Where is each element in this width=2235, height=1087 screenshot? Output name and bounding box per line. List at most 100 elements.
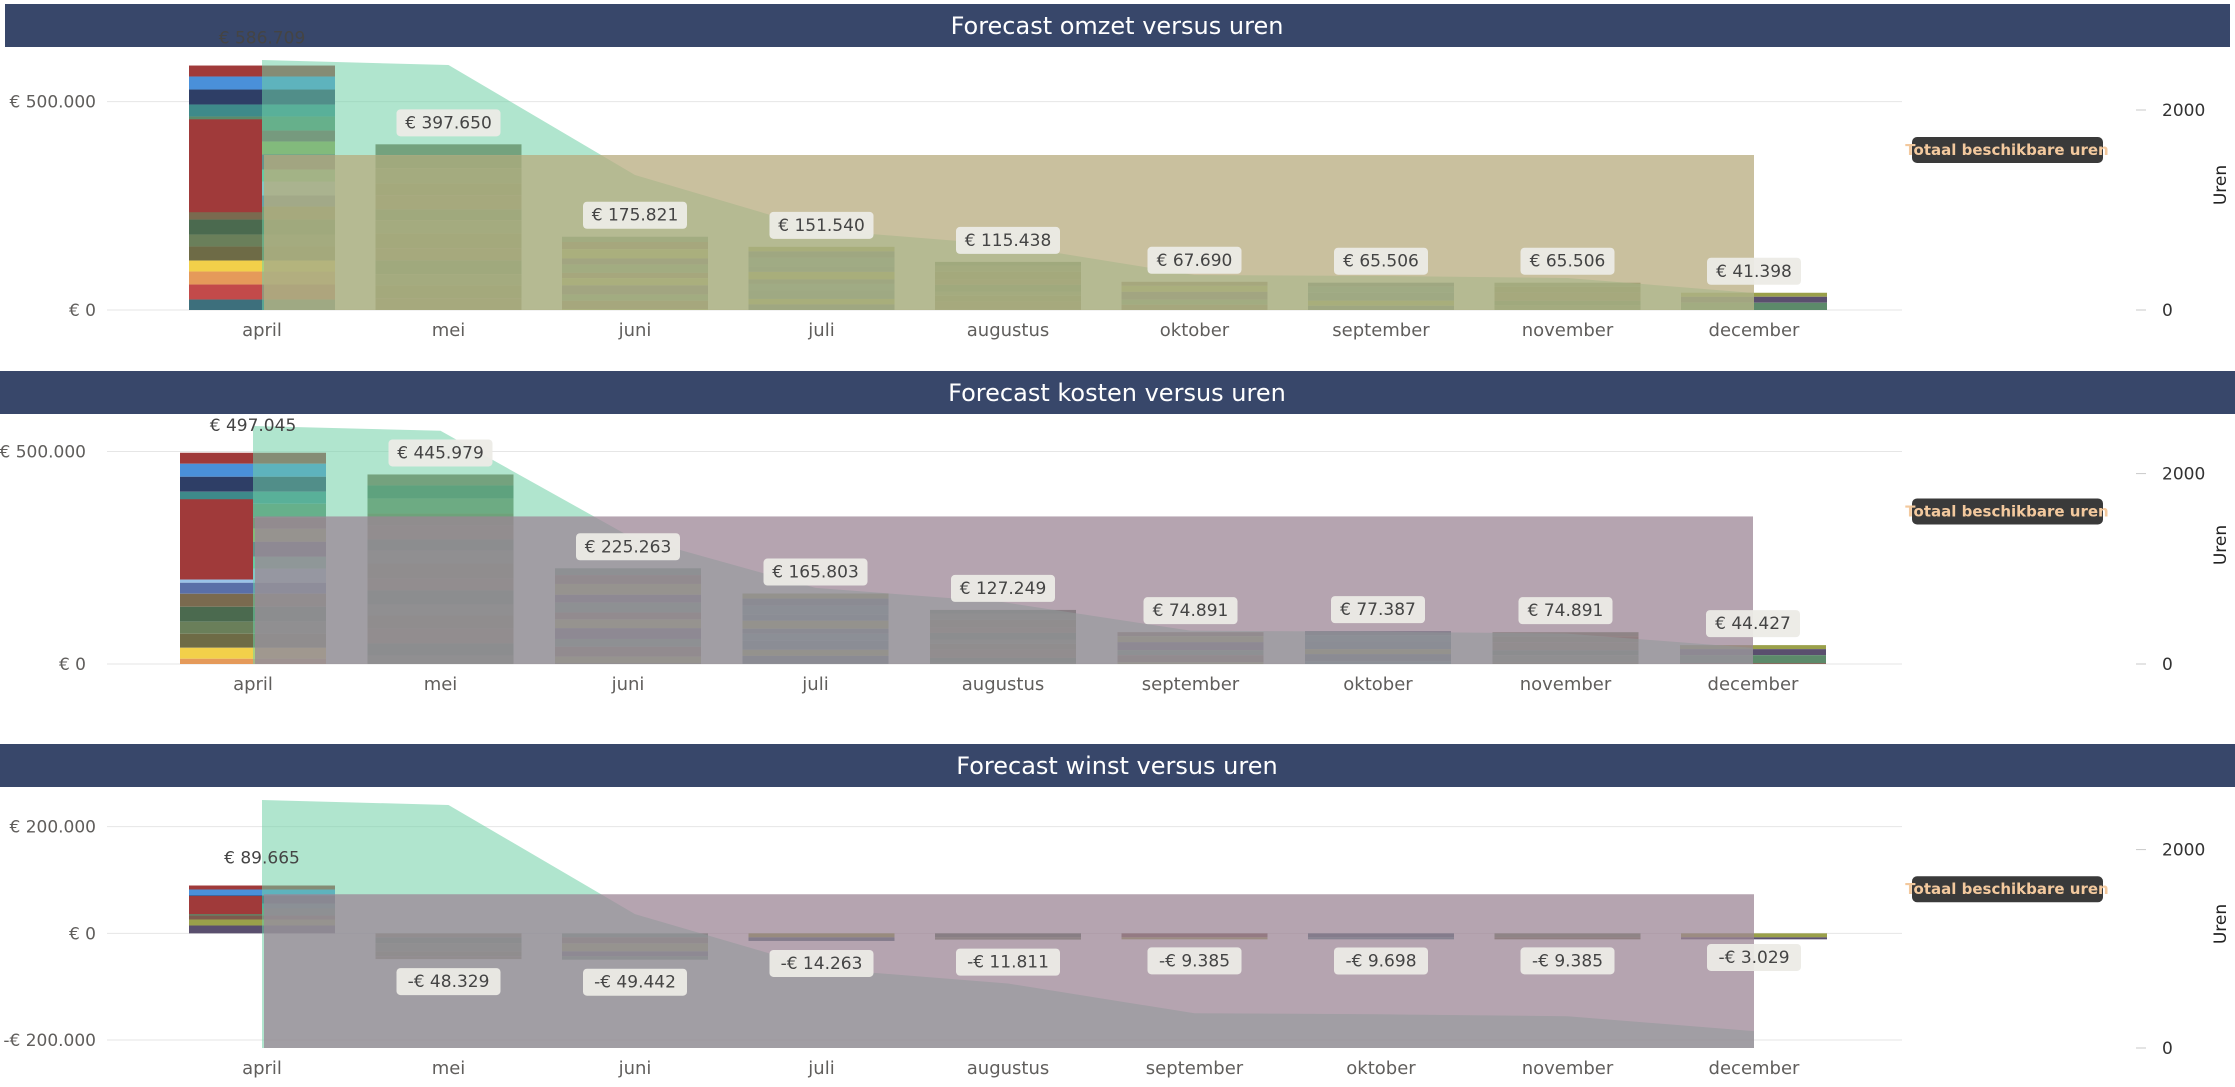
badge-text: Totaal beschikbare uren xyxy=(1905,502,2108,520)
panel-title: Forecast winst versus uren xyxy=(956,752,1277,780)
data-label: € 445.979 xyxy=(389,439,493,466)
data-label: € 67.690 xyxy=(1148,247,1242,274)
chart-panel-1: Forecast kosten versus uren € 500.000 € 0 2… xyxy=(0,371,2235,695)
x-tick-label: oktober xyxy=(1160,320,1230,341)
x-tick-label: april xyxy=(242,320,282,341)
x-tick-label: november xyxy=(1520,674,1612,695)
y2-tick-label: 2000 xyxy=(2162,465,2205,485)
x-tick-label: augustus xyxy=(962,674,1045,695)
x-tick-label: juni xyxy=(611,674,645,695)
available-hours-badge[interactable]: Totaal beschikbare uren xyxy=(1905,498,2108,524)
x-tick-label: april xyxy=(233,674,273,695)
data-label-text: € 586.709 xyxy=(219,29,306,49)
y-tick-label: -€ 200.000 xyxy=(3,1031,96,1051)
data-label: € 127.249 xyxy=(951,575,1055,602)
data-label: € 151.540 xyxy=(770,212,874,239)
y2-tick-label: 2000 xyxy=(2162,101,2205,121)
data-label: -€ 9.698 xyxy=(1334,948,1428,975)
data-label-text: € 65.506 xyxy=(1343,252,1419,272)
data-label: -€ 9.385 xyxy=(1521,947,1615,974)
data-label-text: € 74.891 xyxy=(1528,601,1604,621)
x-tick-label: juli xyxy=(801,674,828,695)
badge-text: Totaal beschikbare uren xyxy=(1905,880,2108,898)
x-tick-label: mei xyxy=(432,1058,466,1079)
data-label-text: € 445.979 xyxy=(397,443,484,463)
data-label-text: -€ 9.385 xyxy=(1159,951,1230,971)
x-tick-label: april xyxy=(242,1058,282,1079)
data-label: € 225.263 xyxy=(576,533,680,560)
bar-segment xyxy=(189,119,262,212)
data-label: € 89.665 xyxy=(224,849,300,869)
data-label-text: € 225.263 xyxy=(585,537,672,557)
data-label: € 175.821 xyxy=(583,202,687,229)
available-hours-badge[interactable]: Totaal beschikbare uren xyxy=(1905,137,2108,163)
data-label-text: € 151.540 xyxy=(778,216,865,236)
data-label: € 41.398 xyxy=(1707,258,1801,285)
y2-axis-label: Uren xyxy=(2211,525,2231,565)
data-label: € 497.045 xyxy=(210,416,297,436)
x-tick-label: september xyxy=(1332,320,1430,341)
x-tick-label: juni xyxy=(618,320,652,341)
data-label: -€ 3.029 xyxy=(1707,944,1801,971)
data-label-text: -€ 9.698 xyxy=(1345,952,1416,972)
data-label-text: € 89.665 xyxy=(224,849,300,869)
y2-axis-label: Uren xyxy=(2211,904,2231,944)
x-tick-label: augustus xyxy=(967,1058,1050,1079)
data-label: -€ 14.263 xyxy=(770,950,874,977)
available-hours-badge[interactable]: Totaal beschikbare uren xyxy=(1905,876,2108,902)
data-label-text: € 67.690 xyxy=(1157,251,1233,271)
y2-tick-label: 0 xyxy=(2162,1039,2173,1059)
y-tick-label: € 0 xyxy=(59,655,86,675)
data-label-text: -€ 3.029 xyxy=(1718,948,1789,968)
x-tick-label: juni xyxy=(618,1058,652,1079)
y-tick-label: € 0 xyxy=(69,924,96,944)
data-label-text: -€ 14.263 xyxy=(781,954,863,974)
badge-text: Totaal beschikbare uren xyxy=(1905,141,2108,159)
y2-tick-label: 0 xyxy=(2162,655,2173,675)
data-label: € 65.506 xyxy=(1521,248,1615,275)
data-label: € 74.891 xyxy=(1144,597,1238,624)
y2-axis-label: Uren xyxy=(2211,165,2231,205)
data-label-text: € 65.506 xyxy=(1530,252,1606,272)
data-label: € 586.709 xyxy=(219,29,306,49)
x-tick-label: mei xyxy=(424,674,458,695)
x-tick-label: december xyxy=(1709,320,1801,341)
data-label: € 74.891 xyxy=(1519,597,1613,624)
bar-segment xyxy=(189,896,262,914)
y2-tick-label: 0 xyxy=(2162,301,2173,321)
data-label: € 44.427 xyxy=(1706,610,1800,637)
x-tick-label: december xyxy=(1709,1058,1801,1079)
data-label: -€ 11.811 xyxy=(956,949,1060,976)
data-label: -€ 49.442 xyxy=(583,969,687,996)
data-label-text: € 77.387 xyxy=(1340,600,1416,620)
x-tick-label: november xyxy=(1522,320,1614,341)
x-tick-label: september xyxy=(1146,1058,1244,1079)
data-label-text: € 175.821 xyxy=(592,206,679,226)
data-label-text: € 115.438 xyxy=(965,231,1052,251)
data-label: € 165.803 xyxy=(764,559,868,586)
y-tick-label: € 500.000 xyxy=(9,93,96,113)
bar-segment xyxy=(180,499,253,579)
data-label-text: € 74.891 xyxy=(1153,601,1229,621)
x-tick-label: mei xyxy=(432,320,466,341)
data-label-text: -€ 48.329 xyxy=(408,972,490,992)
x-tick-label: oktober xyxy=(1346,1058,1416,1079)
data-label-text: -€ 9.385 xyxy=(1532,951,1603,971)
data-label-text: -€ 11.811 xyxy=(967,953,1049,973)
data-label-text: € 127.249 xyxy=(960,579,1047,599)
chart-panel-0: Forecast omzet versus uren € 500.000 € 0 20… xyxy=(5,4,2231,341)
y-tick-label: € 0 xyxy=(69,301,96,321)
panel-title: Forecast omzet versus uren xyxy=(951,12,1284,40)
data-label-text: € 397.650 xyxy=(405,113,492,133)
panel-title: Forecast kosten versus uren xyxy=(948,379,1286,407)
y-tick-label: € 500.000 xyxy=(0,443,86,463)
x-tick-label: december xyxy=(1708,674,1800,695)
data-label: € 77.387 xyxy=(1331,596,1425,623)
x-tick-label: juli xyxy=(807,320,834,341)
data-label-text: € 44.427 xyxy=(1715,614,1791,634)
data-label: € 397.650 xyxy=(397,109,501,136)
x-tick-label: oktober xyxy=(1343,674,1413,695)
chart-panel-2: Forecast winst versus uren€ 200.000€ 0-€… xyxy=(0,744,2235,1079)
data-label-text: € 41.398 xyxy=(1716,262,1792,282)
